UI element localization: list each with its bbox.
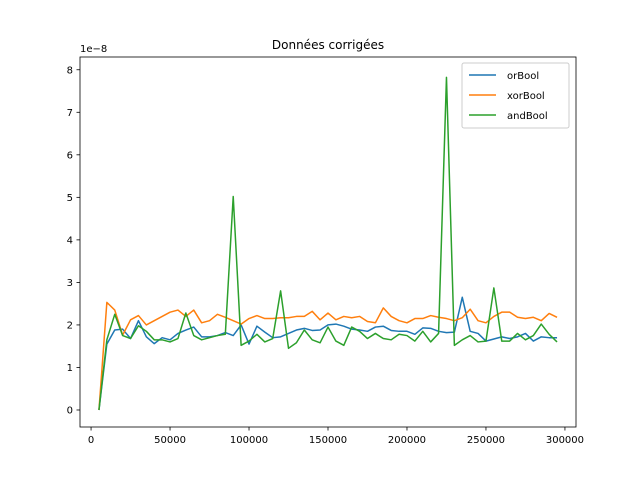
y-tick-label: 5	[67, 193, 73, 204]
x-axis: 0 50000 100000 150000 200000 250000 300000	[88, 427, 584, 446]
x-tick-label: 0	[88, 435, 94, 446]
x-tick-label: 200000	[388, 435, 426, 446]
plot-frame	[79, 56, 577, 428]
y-tick-label: 3	[67, 278, 73, 289]
legend-label-orBool: orBool	[507, 71, 539, 82]
series-line-andBool	[98, 76, 558, 411]
legend-box	[461, 62, 570, 129]
y-tick-label: 6	[67, 150, 73, 161]
y-offset-label: 1e−8	[80, 44, 107, 55]
y-tick-label: 2	[67, 320, 73, 331]
y-tick-label: 4	[67, 235, 73, 246]
series-line-xorBool	[98, 301, 558, 411]
y-tick-label: 8	[67, 65, 73, 76]
x-tick-label: 100000	[230, 435, 268, 446]
x-tick-label: 150000	[309, 435, 347, 446]
legend-label-andBool: andBool	[507, 111, 548, 122]
legend: orBool xorBool andBool	[461, 62, 570, 129]
x-tick-label: 250000	[467, 435, 505, 446]
y-tick-label: 1	[67, 363, 73, 374]
x-tick-label: 50000	[154, 435, 186, 446]
legend-label-xorBool: xorBool	[507, 91, 545, 102]
chart-title: Données corrigées	[272, 38, 384, 52]
y-axis: 0 1 2 3 4 5 6 7 8	[67, 65, 80, 416]
y-tick-label: 0	[67, 405, 73, 416]
x-tick-label: 300000	[546, 435, 584, 446]
series-layer	[98, 76, 558, 411]
series-line-orBool	[98, 296, 558, 411]
y-tick-label: 7	[67, 108, 73, 119]
